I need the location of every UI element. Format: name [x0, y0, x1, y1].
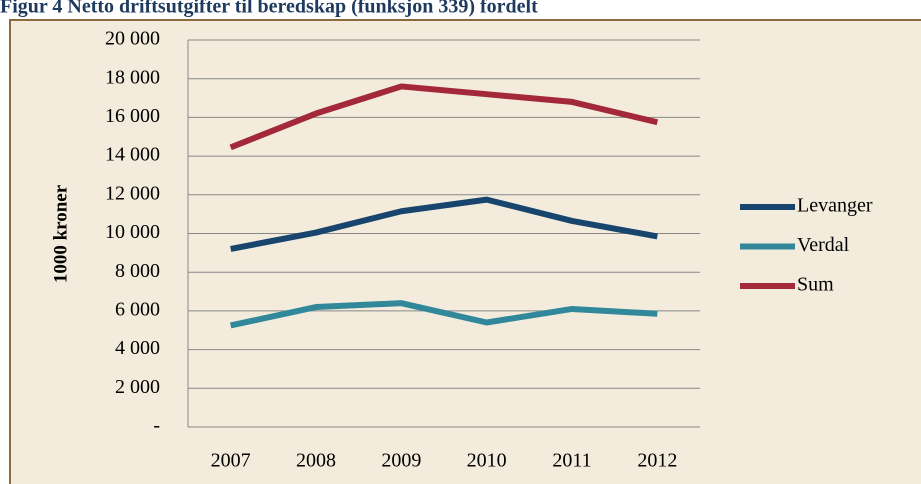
y-tick-label: 4 000 — [115, 337, 160, 359]
y-tick-label: 10 000 — [105, 221, 160, 243]
series-line — [230, 196, 658, 252]
y-tick-label: 8 000 — [115, 260, 160, 282]
legend-label: Sum — [797, 274, 834, 296]
chart-frame — [9, 19, 921, 484]
y-tick-label: 20 000 — [105, 28, 160, 50]
chart-title: Figur 4 Netto driftsutgifter til beredsk… — [0, 0, 538, 18]
y-tick-label: 14 000 — [105, 144, 160, 166]
x-tick-label: 2010 — [467, 450, 507, 472]
series-line — [230, 300, 658, 329]
y-tick-label: 2 000 — [115, 376, 160, 398]
x-tick-label: 2008 — [296, 450, 336, 472]
y-tick-label: 16 000 — [105, 105, 160, 127]
series-line — [229, 83, 659, 151]
y-tick-label: 6 000 — [115, 298, 160, 320]
legend-label: Verdal — [797, 234, 850, 256]
y-tick-label: - — [153, 415, 160, 437]
x-tick-label: 2009 — [381, 450, 421, 472]
x-tick-label: 2011 — [552, 450, 591, 472]
x-tick-label: 2007 — [211, 450, 251, 472]
y-tick-label: 12 000 — [105, 182, 160, 204]
legend-label: Levanger — [797, 195, 873, 217]
y-tick-label: 18 000 — [105, 66, 160, 88]
x-tick-label: 2012 — [637, 450, 677, 472]
y-axis-label: 1000 kroner — [50, 184, 71, 283]
